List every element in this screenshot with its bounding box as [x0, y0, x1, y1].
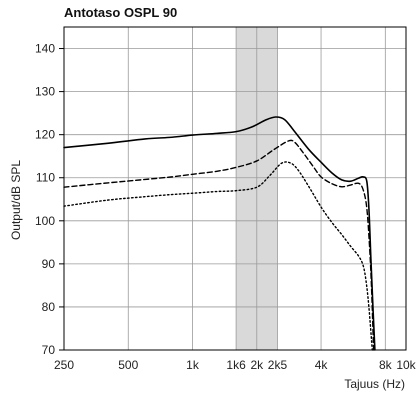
series-dashed-line — [63, 139, 375, 351]
x-tick-label-500: 500 — [118, 358, 138, 372]
x-tick-label-8k: 8k — [379, 358, 393, 372]
x-tick-label-4k: 4k — [315, 358, 329, 372]
y-tick-label-80: 80 — [42, 300, 56, 314]
y-tick-label-100: 100 — [35, 214, 55, 228]
x-tick-labels: 250 500 1k 1k6 2k 2k5 4k 8k 10k — [54, 358, 417, 372]
y-axis-label: Output/dB SPL — [9, 160, 23, 240]
series-solid-line — [63, 116, 376, 351]
y-tick-labels: 70 80 90 100 110 120 130 140 — [35, 42, 55, 357]
y-tick-label-70: 70 — [42, 343, 56, 357]
series-dotted-line — [63, 161, 373, 351]
y-tick-label-90: 90 — [42, 257, 56, 271]
x-tick-label-2k5: 2k5 — [268, 358, 288, 372]
y-tick-label-140: 140 — [35, 42, 55, 56]
grid-lines — [59, 27, 406, 351]
x-tick-label-250: 250 — [54, 358, 74, 372]
y-tick-label-120: 120 — [35, 128, 55, 142]
plot-frame — [63, 26, 407, 351]
x-tick-label-2k: 2k — [250, 358, 264, 372]
x-axis-label: Tajuus (Hz) — [344, 377, 405, 391]
chart-title: Antotaso OSPL 90 — [64, 5, 177, 20]
series-layer — [63, 116, 376, 351]
y-tick-label-130: 130 — [35, 85, 55, 99]
x-tick-label-1k6: 1k6 — [226, 358, 246, 372]
y-tick-label-110: 110 — [36, 171, 55, 185]
x-tick-label-1k: 1k — [186, 358, 200, 372]
x-tick-label-10k: 10k — [396, 358, 416, 372]
